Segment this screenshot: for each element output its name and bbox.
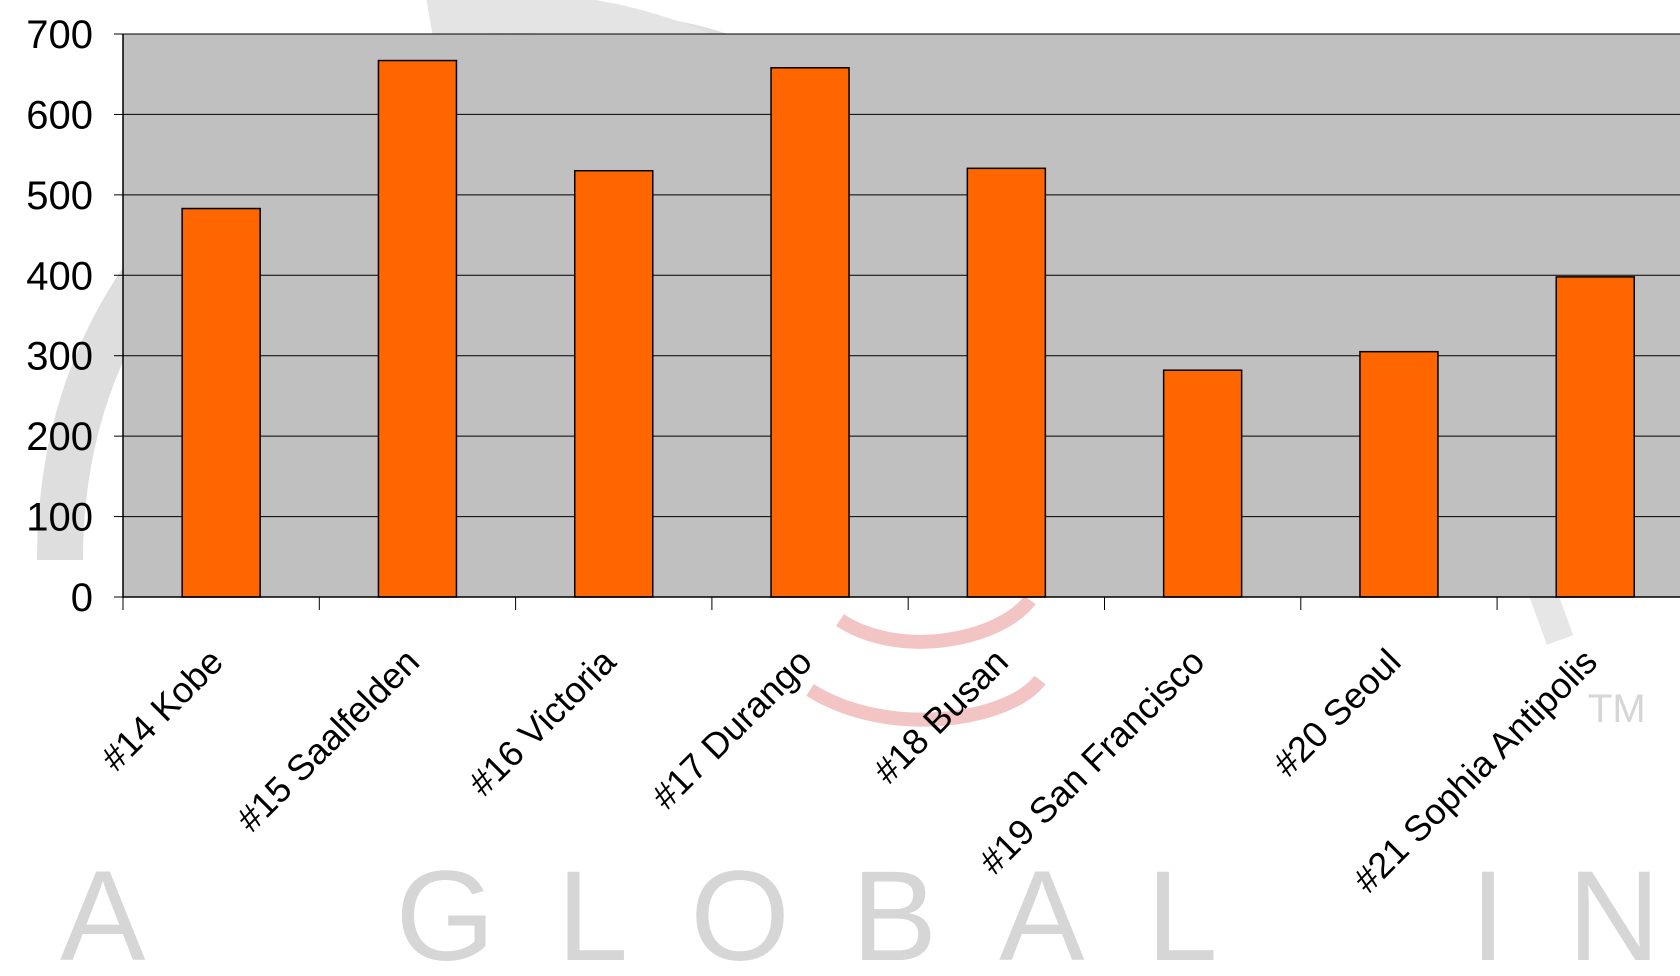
bar [966, 167, 1047, 598]
bar [1555, 276, 1635, 598]
x-tick-label: #15 Saalfelden [228, 641, 427, 840]
x-tick-label: #14 Kobe [93, 641, 231, 779]
y-tick-label: 300 [26, 335, 93, 379]
bar [1359, 350, 1439, 598]
bar [770, 67, 850, 598]
plot-background [123, 34, 1680, 597]
y-tick-label: 500 [26, 174, 93, 218]
bar [574, 169, 654, 598]
bar [1162, 369, 1243, 598]
x-tick-label: #20 Seoul [1265, 641, 1409, 785]
x-tick-label: #17 Durango [644, 641, 820, 817]
y-tick-label: 400 [26, 254, 93, 298]
y-tick-label: 700 [26, 13, 93, 57]
x-tick-label: #16 Victoria [460, 640, 624, 804]
y-tick-label: 0 [71, 576, 93, 620]
bar [377, 59, 458, 598]
y-tick-label: 100 [26, 496, 93, 540]
watermark-tm: TM [1588, 687, 1646, 731]
y-tick-label: 200 [26, 415, 93, 459]
plot-area: 0 100 200 300 400 500 600 700 #14 Kobe#15 Saalfe… [26, 13, 1680, 900]
y-tick-label: 600 [26, 93, 93, 137]
watermark-text: A GLOBAL INITIATIV [60, 845, 1680, 976]
bar [181, 207, 261, 598]
